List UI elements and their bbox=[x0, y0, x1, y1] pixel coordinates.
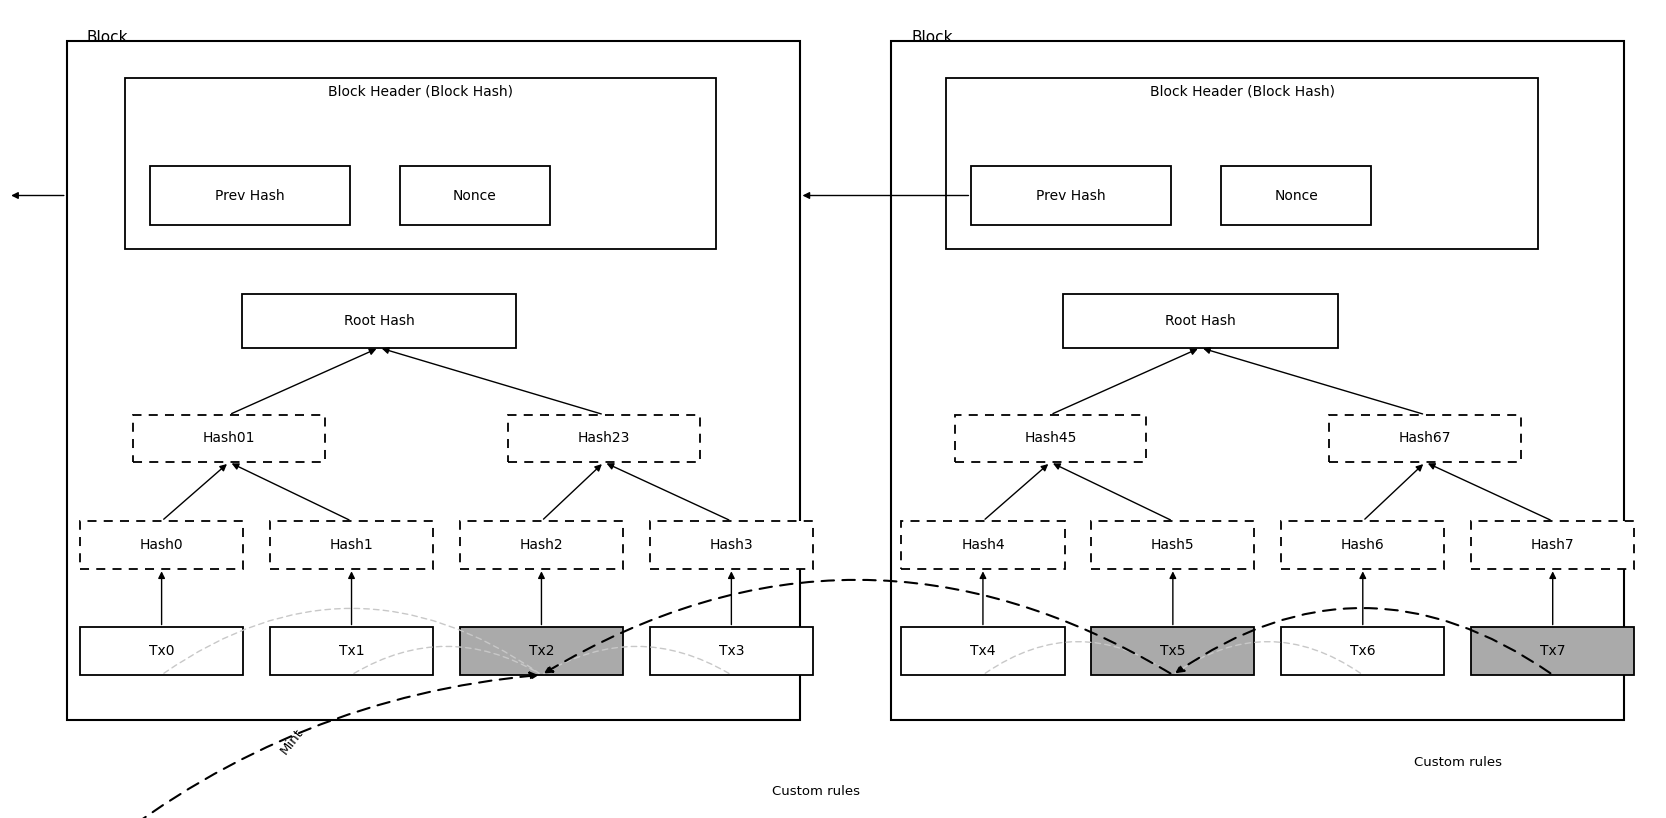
Bar bbox=[946, 78, 1538, 249]
Bar bbox=[1063, 294, 1338, 348]
Bar bbox=[460, 627, 623, 675]
Text: Tx3: Tx3 bbox=[718, 644, 745, 658]
Bar bbox=[1281, 627, 1444, 675]
Bar bbox=[891, 41, 1624, 720]
Text: Hash23: Hash23 bbox=[578, 431, 630, 446]
Bar bbox=[955, 415, 1146, 462]
Bar bbox=[1471, 627, 1634, 675]
FancyArrowPatch shape bbox=[1175, 641, 1361, 673]
Bar bbox=[901, 521, 1065, 569]
Text: Block: Block bbox=[87, 30, 128, 45]
FancyArrowPatch shape bbox=[102, 672, 536, 818]
Text: Tx5: Tx5 bbox=[1160, 644, 1186, 658]
Bar bbox=[80, 521, 243, 569]
Bar bbox=[150, 166, 350, 225]
Text: Prev Hash: Prev Hash bbox=[215, 188, 285, 203]
Bar bbox=[460, 521, 623, 569]
Bar bbox=[901, 627, 1065, 675]
Bar bbox=[971, 166, 1171, 225]
Bar bbox=[400, 166, 550, 225]
Text: Prev Hash: Prev Hash bbox=[1036, 188, 1106, 203]
Text: Block Header (Block Hash): Block Header (Block Hash) bbox=[1150, 84, 1334, 98]
Bar bbox=[1221, 166, 1371, 225]
Text: Hash4: Hash4 bbox=[961, 537, 1005, 552]
Text: Tx1: Tx1 bbox=[338, 644, 365, 658]
Text: Tx7: Tx7 bbox=[1539, 644, 1566, 658]
Bar bbox=[270, 627, 433, 675]
Text: Tx2: Tx2 bbox=[528, 644, 555, 658]
Bar bbox=[650, 627, 813, 675]
Text: Hash45: Hash45 bbox=[1025, 431, 1076, 446]
Bar bbox=[1281, 521, 1444, 569]
Bar bbox=[508, 415, 700, 462]
FancyArrowPatch shape bbox=[543, 646, 730, 673]
Bar bbox=[1471, 521, 1634, 569]
Text: Hash7: Hash7 bbox=[1531, 537, 1574, 552]
Bar bbox=[67, 41, 800, 720]
Text: Hash1: Hash1 bbox=[330, 537, 373, 552]
Bar bbox=[133, 415, 325, 462]
Text: Block: Block bbox=[911, 30, 953, 45]
Bar bbox=[1091, 521, 1254, 569]
FancyArrowPatch shape bbox=[353, 646, 540, 673]
Bar bbox=[650, 521, 813, 569]
Bar bbox=[242, 294, 516, 348]
Text: Nonce: Nonce bbox=[453, 188, 496, 203]
Text: Tx6: Tx6 bbox=[1349, 644, 1376, 658]
Bar bbox=[1091, 627, 1254, 675]
Text: Hash6: Hash6 bbox=[1341, 537, 1384, 552]
Text: Hash2: Hash2 bbox=[520, 537, 563, 552]
Text: Root Hash: Root Hash bbox=[343, 314, 415, 328]
Text: Root Hash: Root Hash bbox=[1165, 314, 1236, 328]
Text: Mint: Mint bbox=[278, 726, 305, 757]
Text: Hash01: Hash01 bbox=[203, 431, 255, 446]
Text: Custom rules: Custom rules bbox=[773, 784, 860, 798]
Text: Custom rules: Custom rules bbox=[1414, 756, 1501, 769]
Text: Hash0: Hash0 bbox=[140, 537, 183, 552]
Text: Hash3: Hash3 bbox=[710, 537, 753, 552]
Text: Tx4: Tx4 bbox=[970, 644, 996, 658]
Text: Hash5: Hash5 bbox=[1151, 537, 1195, 552]
Text: Hash67: Hash67 bbox=[1399, 431, 1451, 446]
Text: Nonce: Nonce bbox=[1274, 188, 1318, 203]
FancyArrowPatch shape bbox=[1178, 608, 1551, 673]
Bar bbox=[1329, 415, 1521, 462]
FancyArrowPatch shape bbox=[163, 609, 540, 673]
Text: Tx0: Tx0 bbox=[148, 644, 175, 658]
Text: Block Header (Block Hash): Block Header (Block Hash) bbox=[328, 84, 513, 98]
FancyArrowPatch shape bbox=[985, 641, 1171, 673]
Bar bbox=[80, 627, 243, 675]
Bar bbox=[125, 78, 716, 249]
Bar bbox=[270, 521, 433, 569]
FancyArrowPatch shape bbox=[546, 580, 1171, 673]
